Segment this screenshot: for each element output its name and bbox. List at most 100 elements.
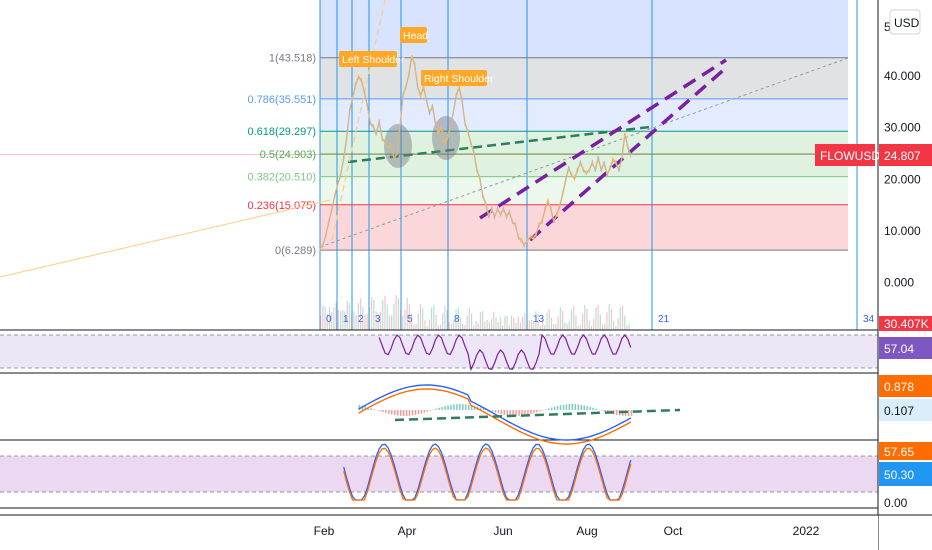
macd-histogram-bar xyxy=(470,405,473,410)
volume-bar xyxy=(357,302,359,330)
macd-histogram-bar xyxy=(568,404,571,410)
annotation-left-shoulder[interactable]: Left Shoulder xyxy=(339,51,405,67)
volume-bar xyxy=(326,313,328,330)
time-zone-label: 5 xyxy=(407,314,413,325)
annotation-head[interactable]: Head xyxy=(400,27,428,43)
signal-value-badge: 0.107 xyxy=(879,399,932,421)
macd-histogram-bar xyxy=(441,406,443,410)
volume-bar xyxy=(435,314,437,330)
volume-bar xyxy=(482,311,484,330)
macd-line xyxy=(358,384,632,441)
volume-bars xyxy=(320,295,630,330)
macd-histogram-bar xyxy=(547,408,550,410)
time-zone-label: 1 xyxy=(343,314,349,325)
volume-bar xyxy=(577,325,579,330)
volume-bar xyxy=(320,316,322,330)
volume-bar xyxy=(617,318,619,330)
macd-histogram-bar xyxy=(465,404,467,410)
annotation-label: Head xyxy=(403,30,428,42)
volume-bar xyxy=(397,298,399,330)
fib-band xyxy=(320,131,848,154)
volume-bar xyxy=(550,317,553,330)
macd-histogram-bar xyxy=(539,410,541,412)
volume-bar xyxy=(546,312,548,330)
volume-bar xyxy=(604,323,606,330)
volume-bar xyxy=(588,320,590,330)
volume-bar xyxy=(564,322,566,330)
volume-bar xyxy=(351,314,353,330)
volume-bar xyxy=(442,313,444,330)
time-axis-label: Apr xyxy=(398,524,417,538)
macd-histogram-bar xyxy=(524,410,526,416)
volume-bar xyxy=(533,320,535,330)
volume-bar xyxy=(386,304,388,330)
currency-button[interactable]: USD xyxy=(889,9,921,35)
macd-histogram-bar xyxy=(565,404,568,410)
volume-bar xyxy=(413,324,415,330)
fib-time-zones: 0 1 2 3 5 8 13 21 34 xyxy=(319,0,875,330)
volume-bar xyxy=(324,306,326,330)
macd-histogram-bar xyxy=(364,406,366,410)
volume-bar xyxy=(464,325,466,330)
volume-bar xyxy=(408,304,410,330)
macd-histogram-bar xyxy=(601,410,603,411)
volume-bar xyxy=(424,320,426,330)
volume-bar xyxy=(457,307,459,330)
stoch-d-value: 50.30 xyxy=(884,468,914,482)
macd-histogram-bar xyxy=(530,410,532,415)
macd-histogram-bar xyxy=(444,406,446,410)
time-zone-label: 3 xyxy=(375,314,381,325)
macd-histogram-bar xyxy=(571,404,574,410)
time-axis-background[interactable] xyxy=(0,515,878,550)
volume-bar xyxy=(555,324,557,330)
signal-value: 0.107 xyxy=(884,404,914,418)
macd-histogram-bar xyxy=(358,405,360,410)
volume-bar xyxy=(579,324,581,330)
annotation-right-shoulder[interactable]: Right Shoulder xyxy=(421,70,494,86)
volume-bar xyxy=(535,311,537,330)
macd-histogram-bar xyxy=(482,408,485,410)
rsi-value-badge: 57.04 xyxy=(879,337,932,359)
volume-bar xyxy=(522,317,524,330)
volume-bar xyxy=(384,295,386,330)
volume-bar xyxy=(537,313,539,330)
fib-band xyxy=(320,204,848,251)
volume-bar xyxy=(415,324,417,330)
volume-bar xyxy=(342,310,344,330)
volume-bar xyxy=(584,304,586,330)
rsi-value: 57.04 xyxy=(884,342,914,356)
macd-histogram-bar xyxy=(556,405,559,410)
volume-bar xyxy=(530,320,533,330)
volume-bar xyxy=(366,314,368,330)
volume-bar xyxy=(462,323,464,330)
last-price-value: 24.807 xyxy=(884,149,921,163)
price-tick-partial: 5 xyxy=(884,20,891,34)
volume-bar xyxy=(493,311,495,330)
price-axis-background[interactable] xyxy=(878,0,932,515)
volume-bar xyxy=(619,307,621,330)
symbol-badge[interactable]: FLOWUSD xyxy=(815,144,880,166)
macd-histogram-bar xyxy=(509,410,511,416)
macd-histogram-bar xyxy=(574,404,577,410)
macd-histogram-bar xyxy=(616,410,618,415)
volume-bar xyxy=(322,305,324,330)
volume-bar xyxy=(428,319,430,330)
time-axis-label: Oct xyxy=(664,524,683,538)
fib-level-labels: 1(43.518) 0.786(35.551) 0.618(29.297) 0.5(2… xyxy=(248,53,317,257)
time-zone-label: 0 xyxy=(326,314,332,325)
price-series xyxy=(319,55,632,251)
volume-bar xyxy=(328,306,331,330)
volume-bar xyxy=(568,321,570,330)
macd-histogram-bar xyxy=(527,410,529,415)
macd-histogram-bar xyxy=(373,409,375,410)
fib-level-label: 0.786(35.551) xyxy=(248,94,317,106)
volume-badge: 30.407K xyxy=(879,316,932,331)
volume-bar xyxy=(519,322,521,330)
volume-bar xyxy=(450,324,453,330)
volume-bar xyxy=(517,316,519,330)
macd-histogram-bar xyxy=(402,410,405,416)
volume-bar xyxy=(335,302,337,330)
macd-histogram-bar xyxy=(453,404,455,410)
time-zone-label: 13 xyxy=(533,314,545,325)
